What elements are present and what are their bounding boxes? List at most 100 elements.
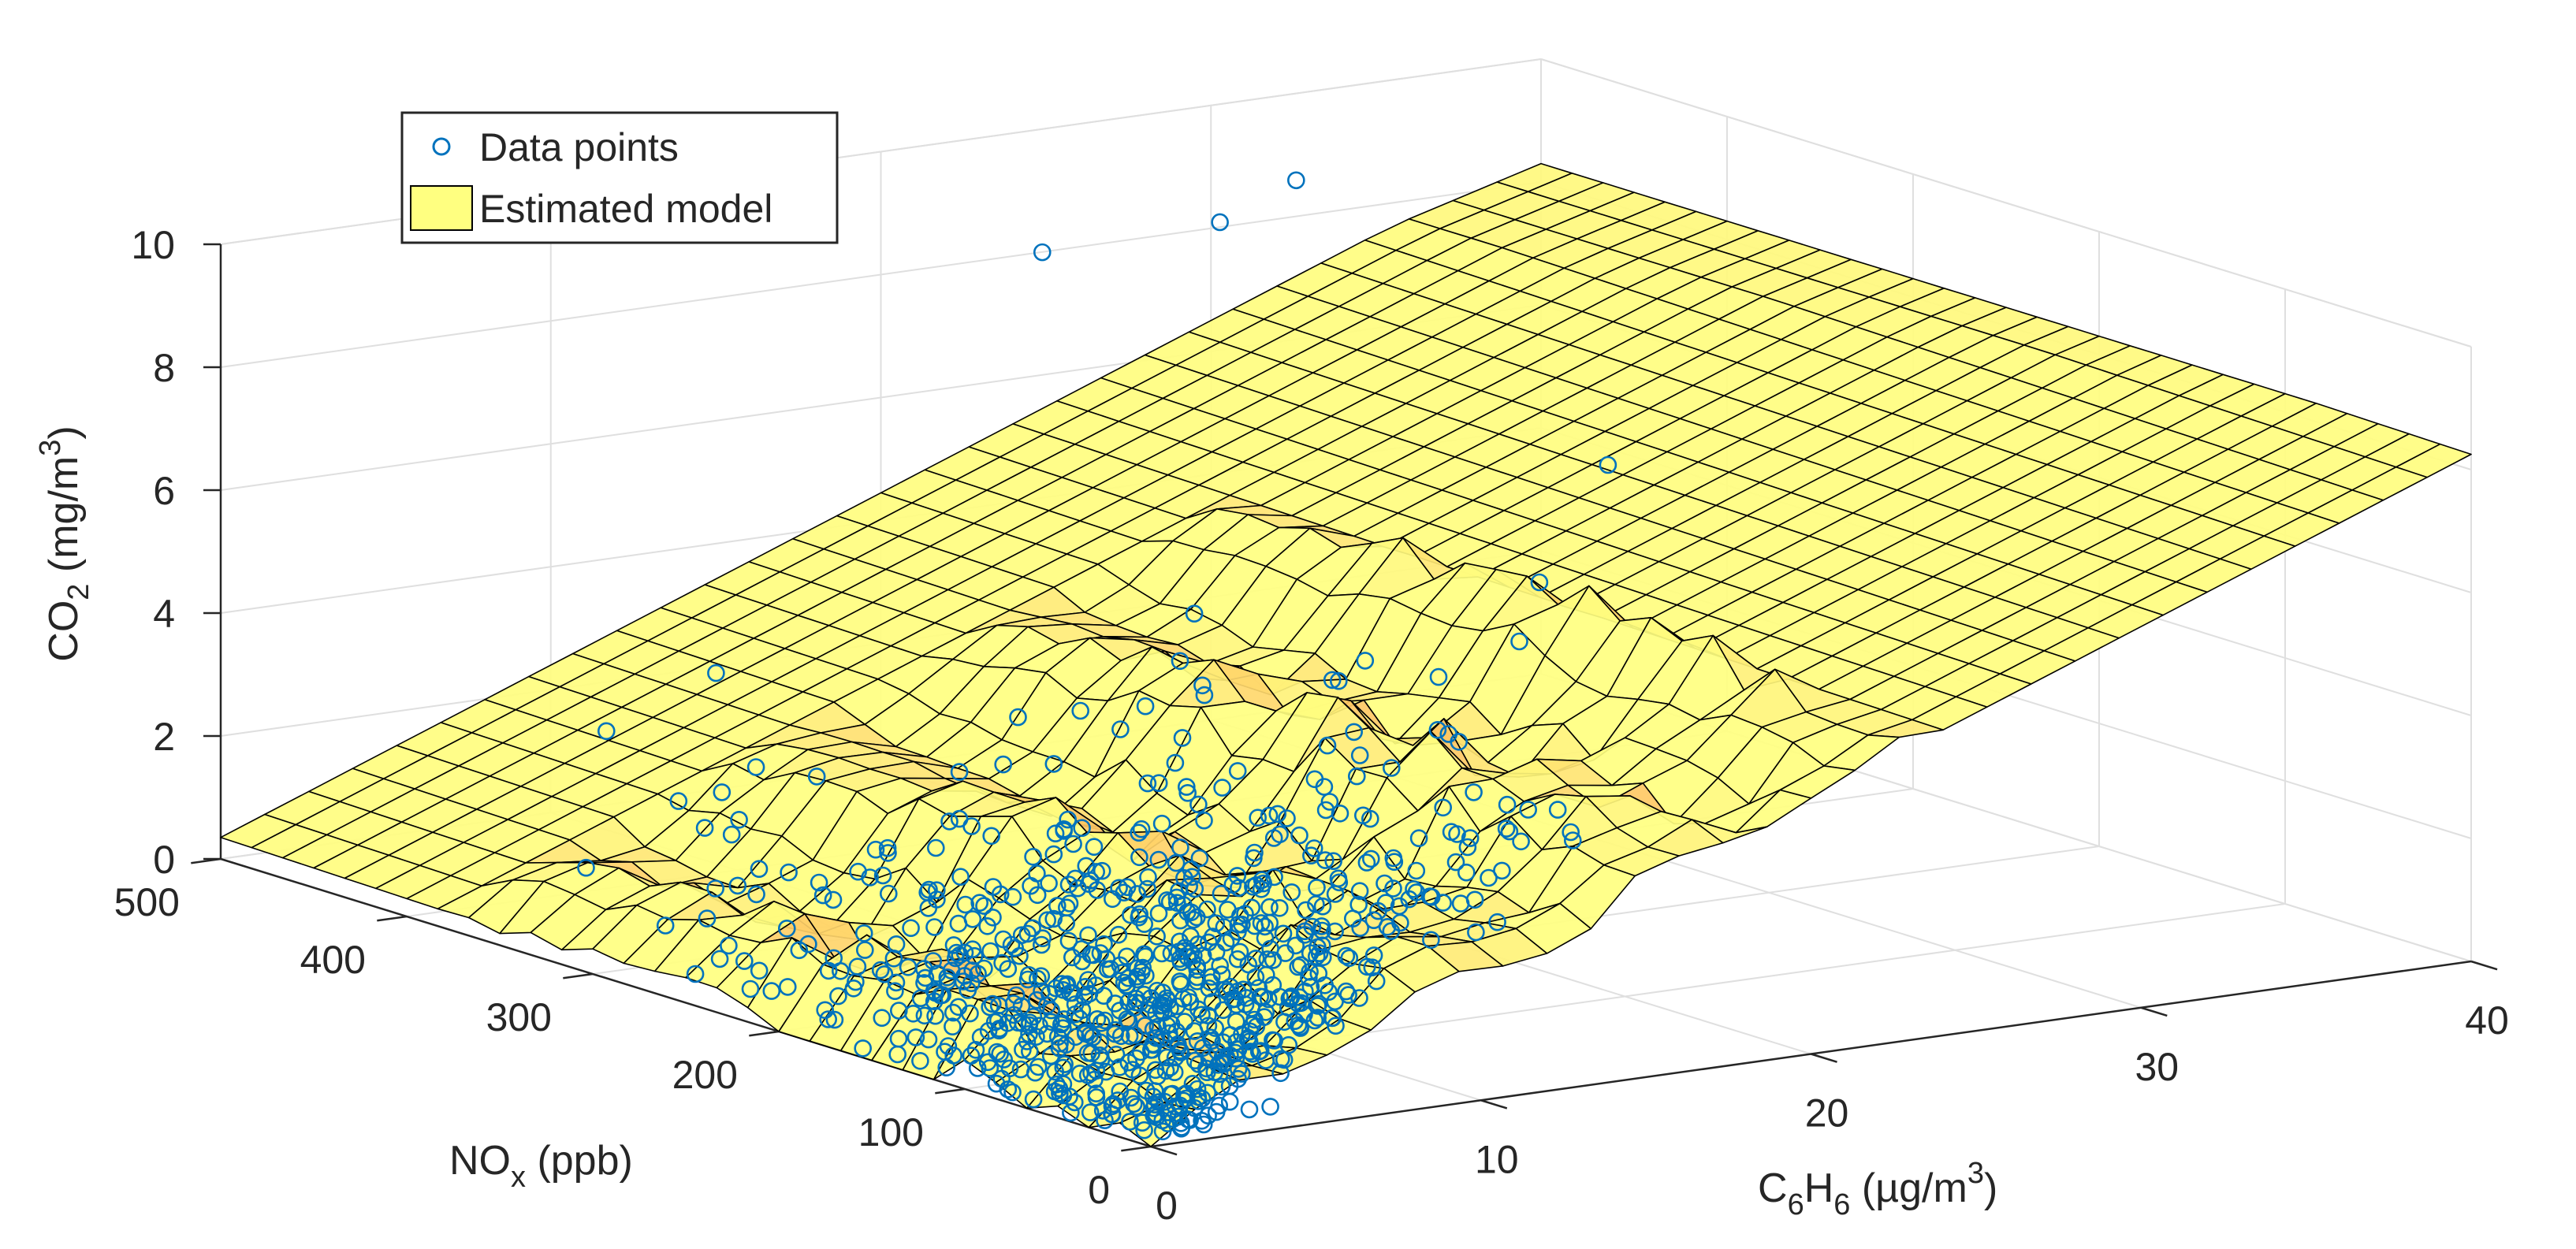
data-point xyxy=(1278,809,1296,827)
data-point xyxy=(991,1045,1009,1063)
x-tick-label: 30 xyxy=(2135,1045,2179,1089)
data-point xyxy=(1271,1064,1290,1083)
data-point xyxy=(1118,976,1136,994)
data-point xyxy=(1137,1081,1156,1100)
data-point xyxy=(1292,956,1310,974)
data-point xyxy=(1012,997,1031,1016)
data-point xyxy=(1242,898,1261,917)
data-point xyxy=(975,959,993,978)
axes-box xyxy=(191,58,2498,1156)
data-point xyxy=(1046,824,1065,842)
data-point xyxy=(1003,1083,1022,1102)
data-point xyxy=(1173,729,1192,747)
data-point xyxy=(1033,243,1052,262)
data-point xyxy=(1127,1098,1145,1116)
data-point xyxy=(1042,1001,1060,1020)
data-point xyxy=(1330,671,1348,690)
data-point xyxy=(978,1053,997,1072)
data-point xyxy=(925,982,944,1000)
data-point xyxy=(1139,868,1157,887)
data-point xyxy=(1497,820,1516,838)
data-point xyxy=(1290,826,1308,845)
data-point xyxy=(1081,946,1100,964)
data-point xyxy=(1147,1108,1166,1127)
data-point xyxy=(1122,905,1140,924)
data-point xyxy=(807,768,826,786)
data-point xyxy=(728,876,747,895)
data-point xyxy=(762,982,781,1000)
data-point xyxy=(1048,897,1067,915)
data-point xyxy=(1055,1055,1074,1073)
data-point xyxy=(1203,993,1222,1011)
data-point xyxy=(1096,1011,1114,1030)
data-point xyxy=(1009,1013,1027,1032)
data-point xyxy=(1422,931,1440,950)
data-point xyxy=(1442,823,1461,841)
data-point xyxy=(950,763,969,781)
z-tick-label: 0 xyxy=(153,838,175,882)
data-point xyxy=(1227,1033,1245,1051)
data-point xyxy=(1088,1010,1107,1028)
data-point xyxy=(1111,720,1130,738)
data-point xyxy=(926,1006,944,1025)
data-point xyxy=(1170,942,1188,961)
data-point xyxy=(695,819,714,837)
data-point xyxy=(780,863,798,882)
data-point xyxy=(1240,1100,1259,1119)
data-point xyxy=(1350,746,1369,764)
x-tick-label: 40 xyxy=(2465,998,2509,1043)
x-tick xyxy=(2140,1006,2168,1017)
data-point xyxy=(1351,919,1369,937)
data-point xyxy=(1287,171,1305,190)
data-point xyxy=(1087,1061,1106,1080)
data-point xyxy=(710,950,729,968)
data-point xyxy=(1171,1043,1190,1061)
data-point xyxy=(1143,1040,1162,1059)
data-point xyxy=(1357,853,1376,872)
data-point xyxy=(1272,1050,1290,1069)
data-point xyxy=(1519,801,1537,819)
data-point xyxy=(1530,573,1549,592)
data-point xyxy=(1246,968,1265,987)
data-point xyxy=(1498,795,1517,814)
data-point xyxy=(1228,762,1247,780)
data-point xyxy=(1212,1077,1231,1096)
data-point xyxy=(686,965,705,983)
data-point xyxy=(1207,1102,1226,1121)
data-point xyxy=(1339,986,1357,1004)
data-point xyxy=(1434,894,1452,912)
data-point xyxy=(1194,1115,1213,1134)
data-point xyxy=(1308,938,1327,957)
data-point xyxy=(722,825,741,844)
data-point xyxy=(1107,1045,1126,1064)
data-point xyxy=(1274,924,1293,943)
data-point xyxy=(1188,1080,1207,1098)
x-tick xyxy=(2470,960,2498,971)
data-point xyxy=(1390,897,1409,916)
data-point xyxy=(577,858,595,877)
data-point xyxy=(1275,1013,1294,1032)
data-point xyxy=(880,884,898,903)
data-point xyxy=(1153,1122,1172,1141)
data-point xyxy=(1348,767,1366,786)
data-point xyxy=(777,920,796,938)
data-point xyxy=(1314,948,1332,967)
y-tick xyxy=(935,1087,966,1095)
data-point xyxy=(1241,1043,1260,1061)
data-point xyxy=(1189,1087,1208,1106)
data-point xyxy=(1320,983,1338,1001)
data-point xyxy=(1451,894,1470,913)
data-point xyxy=(1254,987,1272,1006)
data-point xyxy=(1260,806,1279,825)
y-tick-label: 100 xyxy=(858,1110,924,1154)
data-point xyxy=(1067,1028,1085,1046)
data-point xyxy=(1064,835,1082,853)
data-point xyxy=(1003,887,1022,906)
x-tick-label: 0 xyxy=(1156,1184,1178,1228)
data-point xyxy=(1079,971,1097,989)
data-point xyxy=(927,838,945,857)
data-point xyxy=(1081,1026,1099,1045)
data-point xyxy=(1132,820,1151,838)
data-point xyxy=(1166,1097,1185,1116)
data-point xyxy=(1050,1080,1069,1098)
